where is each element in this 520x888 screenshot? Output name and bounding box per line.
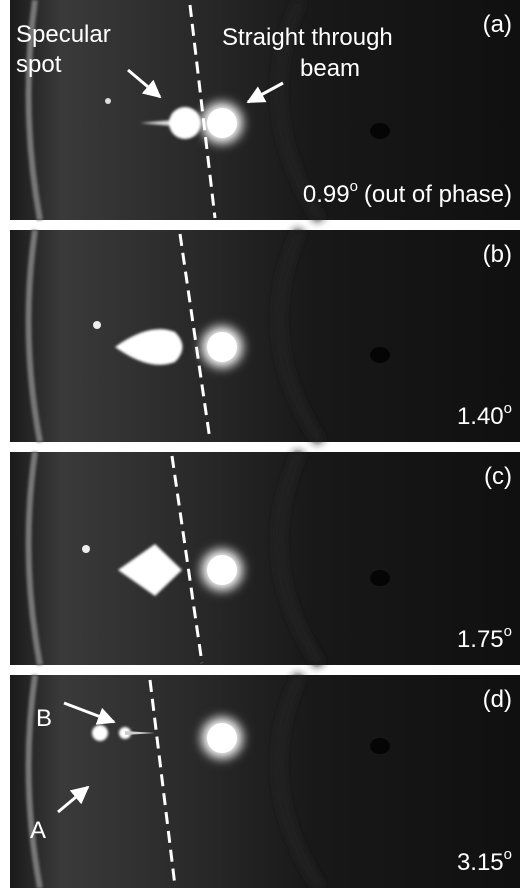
angle-label: 1.75o xyxy=(457,623,512,653)
panel-label: (a) xyxy=(483,11,512,38)
degree-sign: o xyxy=(504,846,512,863)
specular-spot xyxy=(115,329,183,365)
degree-sign: o xyxy=(350,178,358,195)
rheed-edge xyxy=(25,674,43,888)
shadow-rim xyxy=(274,0,325,223)
angle-label: 3.15o xyxy=(457,846,512,876)
angle-label: 0.99o (out of phase) xyxy=(303,178,512,208)
shadow-rim xyxy=(274,227,325,445)
degree-sign: o xyxy=(504,400,512,417)
shadow-edge-line xyxy=(178,233,212,441)
panel-image xyxy=(10,675,520,888)
minor-spot xyxy=(82,545,90,553)
specular-arrow xyxy=(127,68,162,99)
panel-image xyxy=(10,230,520,442)
dark-spot xyxy=(370,123,390,139)
angle-value: 3.15 xyxy=(457,849,504,876)
degree-sign: o xyxy=(504,623,512,640)
specular-label: Specular xyxy=(16,21,111,48)
panel: (d) 3.15o xyxy=(10,672,520,888)
streak xyxy=(125,731,155,735)
arrow-b xyxy=(63,701,116,725)
panel-label: (d) xyxy=(483,686,512,713)
panel-image xyxy=(10,0,520,220)
angle-label: 1.40o xyxy=(457,400,512,430)
panel: (c) 1.75o xyxy=(10,449,520,668)
minor-spot xyxy=(93,321,101,329)
rheed-edge xyxy=(25,229,43,443)
dark-spot xyxy=(370,738,390,754)
label-a: A xyxy=(30,817,46,844)
panel: (b) 1.40o xyxy=(10,227,520,445)
shadow-rim xyxy=(274,672,325,888)
spot-a xyxy=(92,725,108,741)
specular-spot xyxy=(169,107,201,139)
specular-spot xyxy=(118,544,182,596)
specular-label: spot xyxy=(16,51,62,78)
panel-label: (c) xyxy=(484,463,512,490)
dark-spot xyxy=(370,347,390,363)
straight-beam xyxy=(207,555,237,585)
straight-arrow xyxy=(246,81,284,104)
shadow-edge-line xyxy=(170,455,204,664)
angle-value: 1.75 xyxy=(457,626,504,653)
dark-spot xyxy=(370,570,390,586)
shadow-edge-line xyxy=(148,679,177,887)
shadow-edge-line xyxy=(188,4,217,219)
label-b: B xyxy=(36,705,52,732)
straight-label: beam xyxy=(300,55,360,82)
rheed-edge xyxy=(25,451,43,666)
minor-spot xyxy=(105,98,111,104)
straight-beam xyxy=(207,108,237,138)
angle-value: 1.40 xyxy=(457,403,504,430)
straight-beam xyxy=(207,332,237,362)
straight-beam xyxy=(207,723,237,753)
arrow-a xyxy=(57,785,90,814)
shadow-rim xyxy=(274,449,325,668)
panel-label: (b) xyxy=(483,241,512,268)
panel-image xyxy=(10,452,520,665)
straight-label: Straight through xyxy=(222,24,393,51)
rheed-edge xyxy=(25,0,43,221)
angle-value: 0.99 xyxy=(303,181,350,208)
angle-note: (out of phase) xyxy=(364,181,512,208)
panel: (a) 0.99o (out of phase) xyxy=(10,0,520,223)
